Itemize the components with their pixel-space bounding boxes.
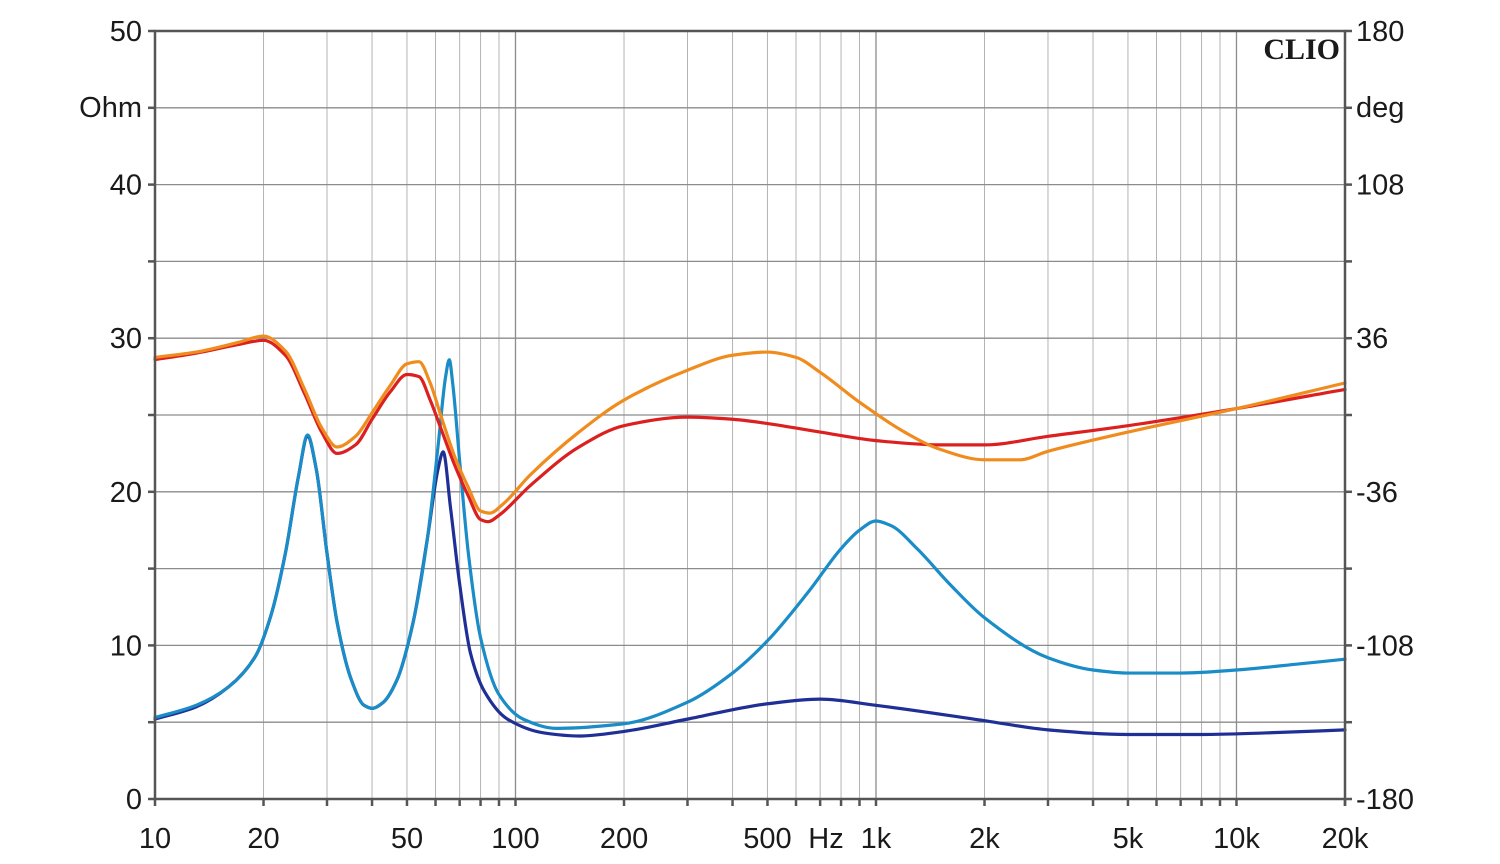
left-tick-label: 30 (110, 323, 142, 355)
right-unit-label: deg (1356, 92, 1404, 124)
x-tick-label: 100 (491, 823, 539, 855)
series-line-2 (153, 358, 1347, 730)
series-line-3 (153, 338, 1347, 524)
right-tick-label: 36 (1356, 323, 1388, 355)
right-tick-label: -108 (1356, 630, 1414, 662)
left-tick-label: 40 (110, 170, 142, 202)
tick-labels: 10 20 50 100 200 500 1k 2k 5k 10k 20k 0 10 20 30 40 50 -1… (110, 16, 1414, 855)
series-layer (153, 334, 1347, 738)
x-tick-label: 50 (391, 823, 423, 855)
x-tick-label: 10 (139, 823, 171, 855)
left-tick-label: 20 (110, 477, 142, 509)
clio-brand-label: CLIO (1263, 33, 1340, 66)
x-tick-label: 20k (1322, 823, 1369, 855)
x-tick-label: 10k (1213, 823, 1260, 855)
grid (154, 30, 1346, 800)
left-tick-label: 50 (110, 16, 142, 48)
right-tick-label: 108 (1356, 170, 1404, 202)
left-tick-label: 0 (126, 784, 142, 816)
x-tick-label: 5k (1113, 823, 1144, 855)
x-tick-label: 200 (600, 823, 648, 855)
right-tick-label: -180 (1356, 784, 1414, 816)
series-line-4 (153, 334, 1347, 515)
tick-marks (148, 29, 1352, 806)
x-tick-label: 1k (861, 823, 892, 855)
right-tick-label: -36 (1356, 477, 1398, 509)
right-tick-label: 180 (1356, 16, 1404, 48)
series-line-1 (153, 434, 1347, 738)
x-tick-label: 20 (247, 823, 279, 855)
x-tick-label: 500 (743, 823, 791, 855)
left-tick-label: 10 (110, 630, 142, 662)
left-unit-label: Ohm (79, 92, 142, 124)
x-unit-label: Hz (808, 823, 843, 855)
x-tick-label: 2k (969, 823, 1000, 855)
